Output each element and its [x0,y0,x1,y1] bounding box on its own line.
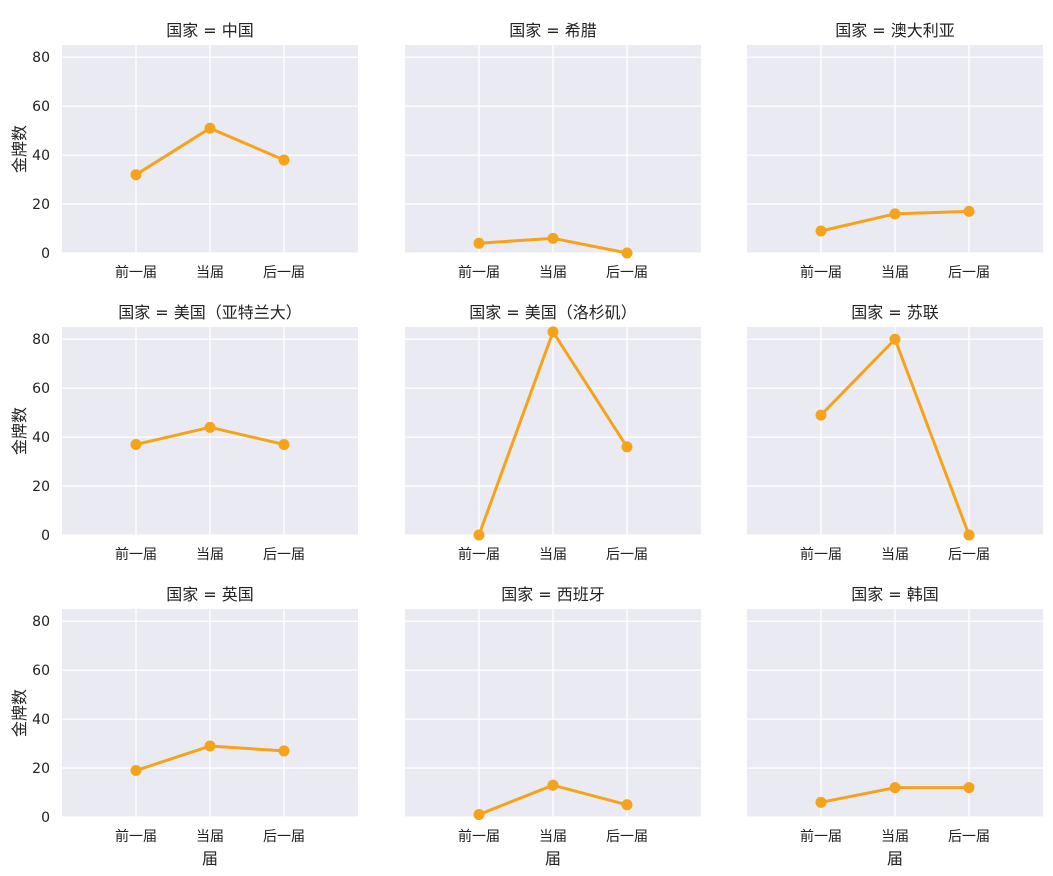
panel-title: 国家 = 西班牙 [501,585,605,604]
y-tick-label: 20 [32,197,50,213]
y-tick-label: 80 [32,332,50,348]
x-tick-label: 后一届 [263,265,305,281]
y-tick-label: 40 [32,430,50,446]
x-axis-label: 届 [545,849,561,868]
x-tick-label: 前一届 [458,546,500,563]
x-tick-label: 当届 [539,265,567,281]
panel-title: 国家 = 中国 [166,21,254,40]
x-tick-label: 当届 [539,829,567,845]
data-point [547,232,559,244]
data-point [204,740,216,752]
data-point [815,409,827,421]
data-point [473,809,485,821]
x-tick-label: 当届 [196,265,224,281]
x-tick-label: 当届 [881,265,909,281]
x-tick-label: 前一届 [115,264,157,281]
data-point [473,237,485,249]
panel-title: 国家 = 美国（洛杉矶） [469,303,637,322]
y-tick-label: 80 [32,614,50,630]
x-tick-label: 当届 [881,829,909,845]
y-tick-label: 80 [32,50,50,66]
panel-title: 国家 = 希腊 [509,21,597,40]
y-tick-label: 20 [32,479,50,495]
x-tick-label: 前一届 [115,828,157,845]
x-tick-label: 当届 [196,547,224,563]
data-point [547,326,559,338]
facet-panel: 国家 = 美国（亚特兰大） 前一届 当届 后一届 0 20 40 60 80 金牌数 [10,303,358,563]
data-point [963,205,975,217]
y-tick-label: 0 [41,528,50,544]
y-tick-label: 60 [32,381,50,397]
y-axis-label: 金牌数 [10,407,29,455]
data-point [621,247,633,259]
data-point [204,122,216,134]
data-point [278,438,290,450]
panel-title: 国家 = 澳大利亚 [835,21,955,40]
panel-title: 国家 = 韩国 [851,585,939,604]
y-tick-label: 60 [32,663,50,679]
x-tick-label: 后一届 [948,547,990,563]
data-point [130,438,142,450]
y-axis-label: 金牌数 [10,125,29,173]
x-tick-label: 前一届 [458,264,500,281]
y-tick-label: 0 [41,810,50,826]
data-point [130,765,142,777]
x-tick-label: 前一届 [800,828,842,845]
x-tick-label: 当届 [539,547,567,563]
data-point [473,529,485,541]
data-point [278,745,290,757]
data-point [278,154,290,166]
x-axis-label: 届 [202,849,218,868]
panel-title: 国家 = 英国 [166,585,254,604]
y-tick-label: 40 [32,712,50,728]
data-point [889,782,901,794]
data-point [621,799,633,811]
y-axis-label: 金牌数 [10,689,29,737]
data-point [889,208,901,220]
panel-title: 国家 = 苏联 [851,303,939,322]
x-tick-label: 前一届 [115,546,157,563]
x-tick-label: 前一届 [800,546,842,563]
data-point [547,779,559,791]
x-tick-label: 后一届 [948,829,990,845]
x-tick-label: 后一届 [263,547,305,563]
y-tick-label: 60 [32,99,50,115]
data-point [889,333,901,345]
panel-title: 国家 = 美国（亚特兰大） [118,303,302,322]
y-tick-label: 0 [41,246,50,262]
x-axis-label: 届 [887,849,903,868]
data-point [621,441,633,453]
x-tick-label: 后一届 [263,829,305,845]
y-tick-label: 40 [32,148,50,164]
data-point [130,169,142,181]
data-point [963,529,975,541]
x-tick-label: 当届 [881,547,909,563]
x-tick-label: 当届 [196,829,224,845]
y-tick-label: 20 [32,761,50,777]
x-tick-label: 后一届 [606,547,648,563]
facet-panel: 国家 = 美国（洛杉矶） 前一届 当届 后一届 [405,303,701,563]
x-tick-label: 后一届 [606,265,648,281]
x-tick-label: 前一届 [800,264,842,281]
data-point [815,225,827,237]
x-tick-label: 后一届 [606,829,648,845]
data-point [815,796,827,808]
data-point [963,782,975,794]
x-tick-label: 前一届 [458,828,500,845]
data-point [204,421,216,433]
x-tick-label: 后一届 [948,265,990,281]
